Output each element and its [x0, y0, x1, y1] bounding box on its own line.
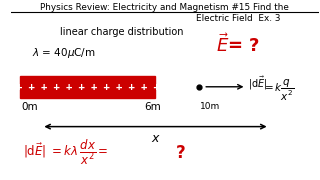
Text: Physics Review: Electricity and Magnetism #15 Find the: Physics Review: Electricity and Magnetis…: [40, 3, 289, 12]
Text: linear charge distribution: linear charge distribution: [60, 27, 183, 37]
Text: $=k\dfrac{q}{x^2}$: $=k\dfrac{q}{x^2}$: [262, 77, 294, 103]
Text: $\lambda$ = 40$\mu$C/m: $\lambda$ = 40$\mu$C/m: [32, 46, 96, 60]
Text: ?: ?: [175, 145, 185, 163]
Text: 6m: 6m: [145, 102, 161, 112]
Text: + + + + + + + + + + + +: + + + + + + + + + + + +: [16, 82, 159, 92]
Text: Electric Field  Ex. 3: Electric Field Ex. 3: [196, 14, 281, 23]
Text: |d$\vec{E}$|: |d$\vec{E}$|: [248, 75, 268, 93]
Text: |d$\vec{E}$| $= k\lambda\,\dfrac{dx}{x^2}=$: |d$\vec{E}$| $= k\lambda\,\dfrac{dx}{x^2…: [23, 138, 108, 167]
Bar: [20, 76, 156, 98]
Text: x: x: [152, 132, 159, 145]
Text: $\vec{E}$= ?: $\vec{E}$= ?: [216, 33, 260, 56]
Text: 10m: 10m: [200, 102, 220, 111]
Text: 0m: 0m: [21, 102, 38, 112]
